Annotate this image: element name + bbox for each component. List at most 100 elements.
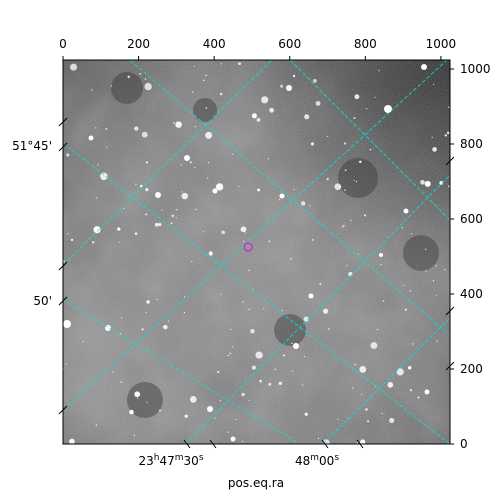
star [346, 264, 348, 267]
star [207, 177, 209, 179]
star [189, 161, 192, 164]
star [257, 188, 261, 192]
star [180, 164, 182, 166]
star [404, 308, 407, 311]
star [353, 179, 355, 181]
right-tick-label: 400 [460, 287, 483, 301]
star [409, 290, 412, 292]
star [431, 136, 433, 138]
star [95, 424, 98, 426]
ra-tick-label-2: 48m00s [295, 453, 339, 468]
star [205, 131, 213, 139]
star [175, 217, 177, 219]
star [369, 148, 372, 151]
star [259, 379, 262, 383]
star [448, 106, 450, 109]
right-tick-label: 800 [460, 137, 483, 151]
star [389, 417, 395, 423]
star [134, 126, 139, 131]
star [145, 312, 147, 314]
top-tick-label: 400 [203, 37, 226, 51]
star [158, 222, 162, 227]
star [121, 317, 123, 319]
star [184, 414, 188, 418]
star [194, 166, 196, 169]
star [117, 227, 121, 231]
star [344, 189, 346, 191]
right-world-tick [445, 156, 455, 166]
star [326, 178, 329, 181]
star [134, 232, 138, 235]
star [281, 310, 283, 312]
star [106, 146, 108, 148]
star [304, 412, 308, 416]
top-pixel-axis: 0 200 400 600 800 1000 [59, 37, 456, 60]
star [145, 161, 148, 164]
star [194, 126, 196, 128]
grid-line [289, 60, 450, 221]
star [141, 131, 148, 138]
star [146, 401, 148, 404]
star [280, 84, 284, 88]
star [144, 82, 152, 91]
star [334, 183, 342, 191]
star [181, 192, 188, 200]
bright-star [308, 293, 314, 299]
star [183, 311, 186, 314]
star [232, 346, 234, 348]
star [100, 172, 108, 181]
star [173, 122, 175, 124]
star [322, 308, 329, 314]
star [309, 205, 311, 207]
star [136, 397, 139, 399]
star [208, 251, 213, 256]
star [255, 351, 263, 359]
bright-star [424, 389, 430, 395]
star [251, 113, 257, 119]
star [424, 248, 427, 250]
star [230, 328, 232, 330]
star [433, 83, 435, 85]
star [435, 294, 437, 296]
bottom-world-axis: 23h47m30s 48m00s [138, 439, 364, 468]
star [269, 107, 274, 113]
star [238, 185, 240, 187]
star [135, 183, 137, 185]
top-tick-label: 600 [278, 37, 301, 51]
star [119, 332, 121, 335]
right-pixel-axis: 0 200 400 600 800 1000 [445, 62, 491, 451]
star [303, 316, 309, 322]
star [327, 135, 329, 137]
top-tick-label: 0 [59, 37, 67, 51]
star [123, 208, 125, 210]
star [417, 396, 420, 399]
grid-line [129, 60, 450, 336]
star [354, 363, 357, 366]
right-world-tick [445, 361, 455, 371]
star [319, 283, 322, 286]
right-tick-label: 200 [460, 362, 483, 376]
star [110, 85, 113, 87]
star [306, 318, 308, 320]
star [359, 160, 362, 164]
star [263, 308, 265, 310]
star [310, 142, 314, 146]
bright-star [184, 155, 190, 161]
star [120, 381, 123, 383]
bright-star [384, 105, 392, 113]
star [344, 169, 347, 172]
star [344, 142, 347, 145]
star [410, 232, 413, 235]
star [134, 391, 141, 398]
star [105, 127, 108, 130]
dark-halo [274, 314, 306, 346]
bright-star [63, 320, 71, 328]
grid-line [63, 299, 301, 444]
star [302, 384, 304, 386]
star [238, 62, 241, 65]
star [181, 191, 183, 193]
bright-star [379, 253, 383, 257]
star [412, 343, 414, 345]
bright-star [212, 188, 218, 194]
star [241, 392, 245, 397]
